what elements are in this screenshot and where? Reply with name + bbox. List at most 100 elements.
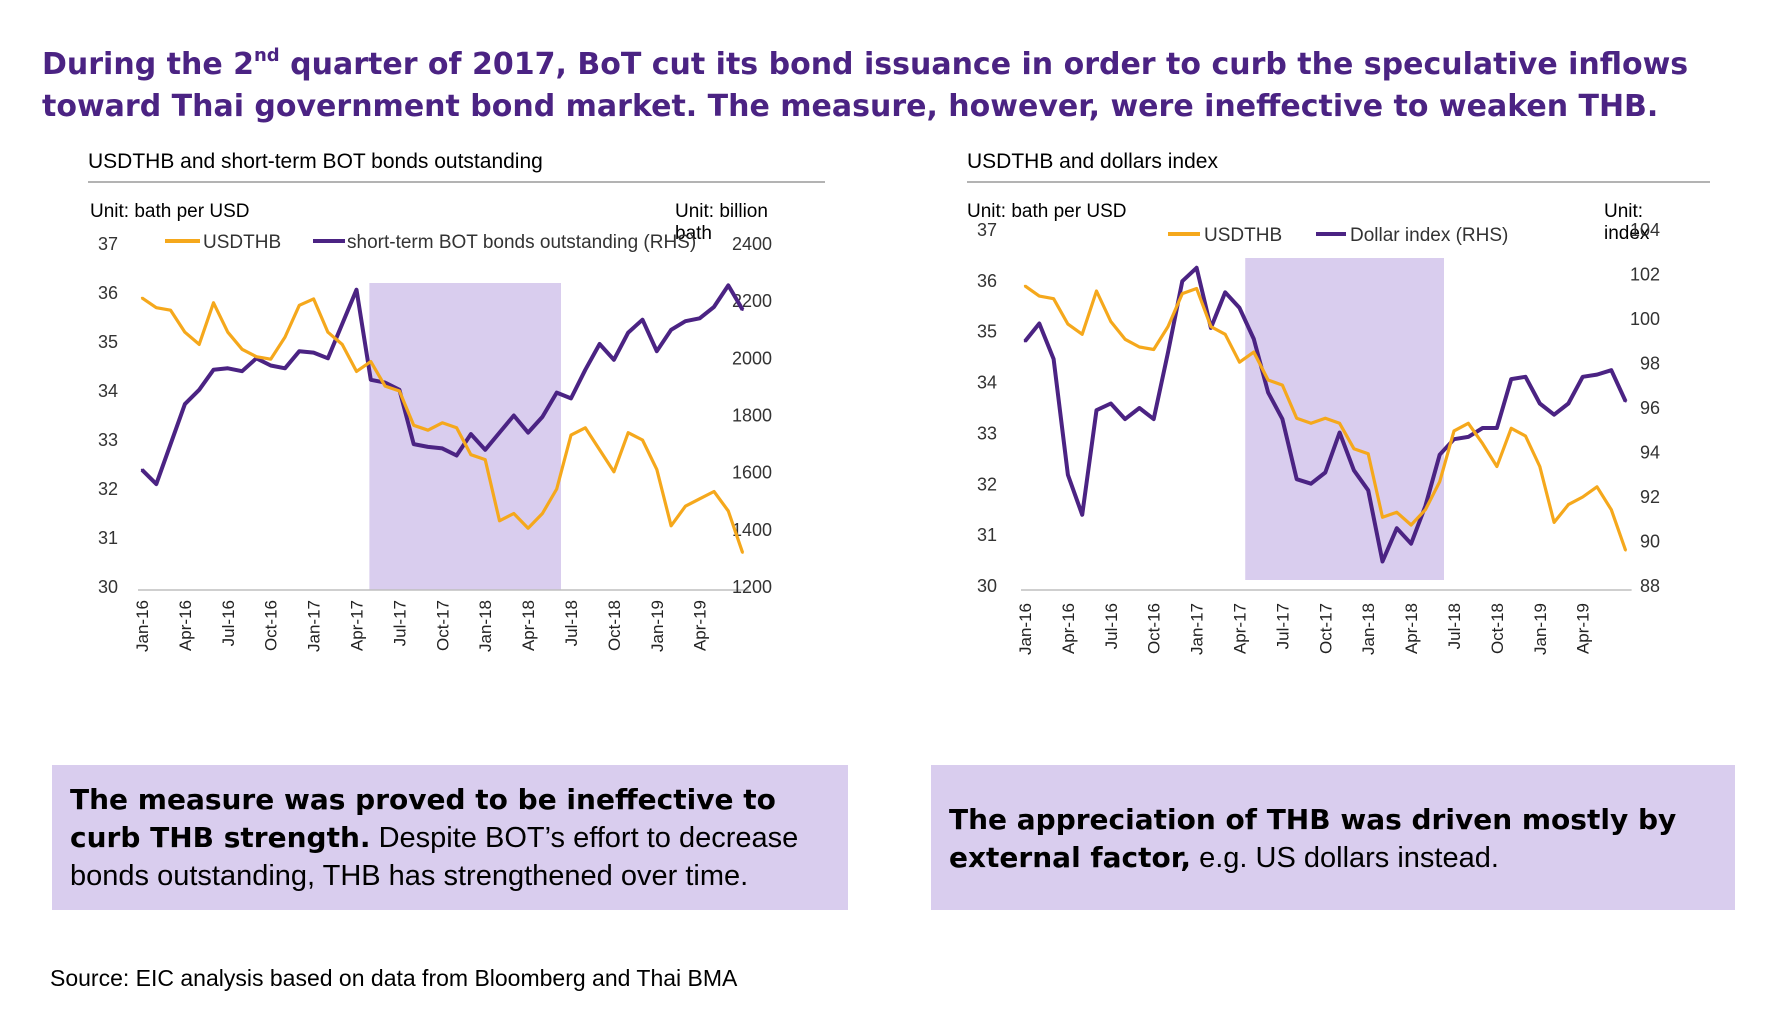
data-point bbox=[1481, 442, 1484, 445]
data-point bbox=[1538, 402, 1541, 405]
data-point bbox=[455, 426, 458, 429]
data-point bbox=[1038, 322, 1041, 325]
data-point bbox=[1524, 434, 1527, 438]
left-chart-svg: 3031323334353637120014001600180020002200… bbox=[88, 181, 825, 652]
x-tick-label: Jul-18 bbox=[1445, 603, 1464, 649]
y-left-tick-label: 36 bbox=[977, 271, 997, 291]
legend-label-usdthb: USDTHB bbox=[1204, 225, 1282, 246]
data-point bbox=[584, 426, 587, 429]
x-tick-label: Jul-16 bbox=[219, 600, 238, 646]
data-point bbox=[1367, 452, 1370, 455]
data-point bbox=[498, 519, 501, 523]
data-point bbox=[1123, 338, 1127, 341]
data-point bbox=[169, 442, 172, 446]
y-right-tick-label: 94 bbox=[1640, 443, 1660, 463]
left-chart-unit-left: Unit: bath per USD bbox=[90, 201, 250, 222]
data-point bbox=[569, 397, 573, 400]
data-point bbox=[355, 288, 358, 291]
data-point bbox=[1624, 400, 1627, 403]
data-point bbox=[1409, 542, 1413, 545]
x-tick-label: Oct-16 bbox=[1145, 603, 1164, 654]
data-point bbox=[1610, 508, 1613, 511]
y-right-tick-label: 88 bbox=[1640, 576, 1660, 596]
data-point bbox=[1166, 325, 1170, 328]
data-point bbox=[1252, 350, 1255, 354]
right-chart-unit-left: Unit: bath per USD bbox=[967, 201, 1127, 222]
data-point bbox=[1052, 357, 1055, 361]
x-tick-label: Apr-18 bbox=[519, 600, 538, 651]
data-point bbox=[169, 308, 172, 312]
data-point bbox=[1109, 402, 1112, 405]
y-right-tick-label: 1200 bbox=[732, 577, 772, 597]
headline-superscript: nd bbox=[253, 45, 280, 66]
data-point bbox=[1452, 429, 1456, 433]
data-point bbox=[383, 384, 387, 388]
right-chart-title: USDTHB and dollars index bbox=[967, 150, 1218, 173]
data-point bbox=[1381, 516, 1384, 519]
x-tick-label: Jul-16 bbox=[1102, 603, 1121, 649]
data-point bbox=[1123, 417, 1127, 421]
data-point bbox=[1595, 485, 1599, 489]
data-point bbox=[584, 368, 587, 371]
data-point bbox=[598, 448, 601, 451]
data-point bbox=[1381, 560, 1384, 563]
x-tick-label: Apr-18 bbox=[1402, 603, 1421, 654]
data-point bbox=[1581, 375, 1584, 379]
y-right-tick-label: 1800 bbox=[732, 406, 772, 426]
data-point bbox=[1481, 426, 1484, 430]
right-chart-panel: USDTHB and dollars index Unit: bath per … bbox=[870, 140, 1710, 770]
left-note-text: Despite BOT’s effort to decrease bonds o… bbox=[70, 822, 799, 892]
left-chart-unit-right: Unit: billion bath bbox=[675, 201, 768, 244]
data-point bbox=[712, 490, 716, 493]
data-point bbox=[1581, 495, 1584, 499]
data-point bbox=[326, 357, 330, 360]
data-point bbox=[1023, 340, 1027, 343]
data-point bbox=[541, 512, 544, 515]
data-point bbox=[1424, 508, 1427, 511]
data-point bbox=[741, 308, 744, 311]
data-point bbox=[1552, 521, 1556, 524]
data-point bbox=[1081, 333, 1084, 336]
data-point bbox=[283, 335, 287, 339]
data-point bbox=[412, 424, 415, 427]
y-right-tick-label: 104 bbox=[1630, 220, 1660, 240]
data-point bbox=[269, 357, 272, 361]
data-point bbox=[669, 328, 673, 331]
data-point bbox=[727, 509, 730, 513]
data-point bbox=[212, 368, 215, 371]
data-point bbox=[240, 369, 244, 373]
data-point bbox=[312, 297, 315, 301]
y-right-tick-label: 90 bbox=[1640, 532, 1660, 552]
data-point bbox=[1595, 373, 1599, 376]
y-right-tick-label: 1400 bbox=[732, 520, 772, 540]
data-point bbox=[1081, 513, 1084, 516]
data-point bbox=[1152, 417, 1155, 421]
data-point bbox=[655, 349, 658, 353]
data-point bbox=[1395, 511, 1398, 514]
data-point bbox=[426, 429, 430, 432]
data-point bbox=[512, 512, 515, 515]
data-point bbox=[641, 438, 644, 442]
data-point bbox=[627, 331, 630, 334]
data-point bbox=[1138, 406, 1141, 410]
data-point bbox=[598, 342, 601, 346]
data-point bbox=[298, 349, 301, 353]
x-tick-label: Jan-19 bbox=[648, 600, 667, 652]
data-point bbox=[1624, 549, 1627, 552]
data-point bbox=[369, 378, 372, 381]
data-point bbox=[741, 551, 744, 554]
data-point bbox=[684, 319, 687, 323]
data-point bbox=[198, 343, 201, 346]
data-point bbox=[226, 331, 229, 334]
data-point bbox=[484, 448, 487, 451]
data-point bbox=[326, 331, 330, 334]
data-point bbox=[1524, 375, 1527, 379]
data-point bbox=[698, 497, 701, 500]
data-point bbox=[1238, 306, 1241, 310]
y-left-tick-label: 33 bbox=[98, 430, 118, 450]
data-point bbox=[283, 367, 287, 370]
data-point bbox=[498, 431, 501, 434]
headline: During the 2nd quarter of 2017, BoT cut … bbox=[42, 44, 1742, 128]
headline-line-1-start: During the 2 bbox=[42, 47, 254, 82]
data-point bbox=[627, 431, 630, 434]
